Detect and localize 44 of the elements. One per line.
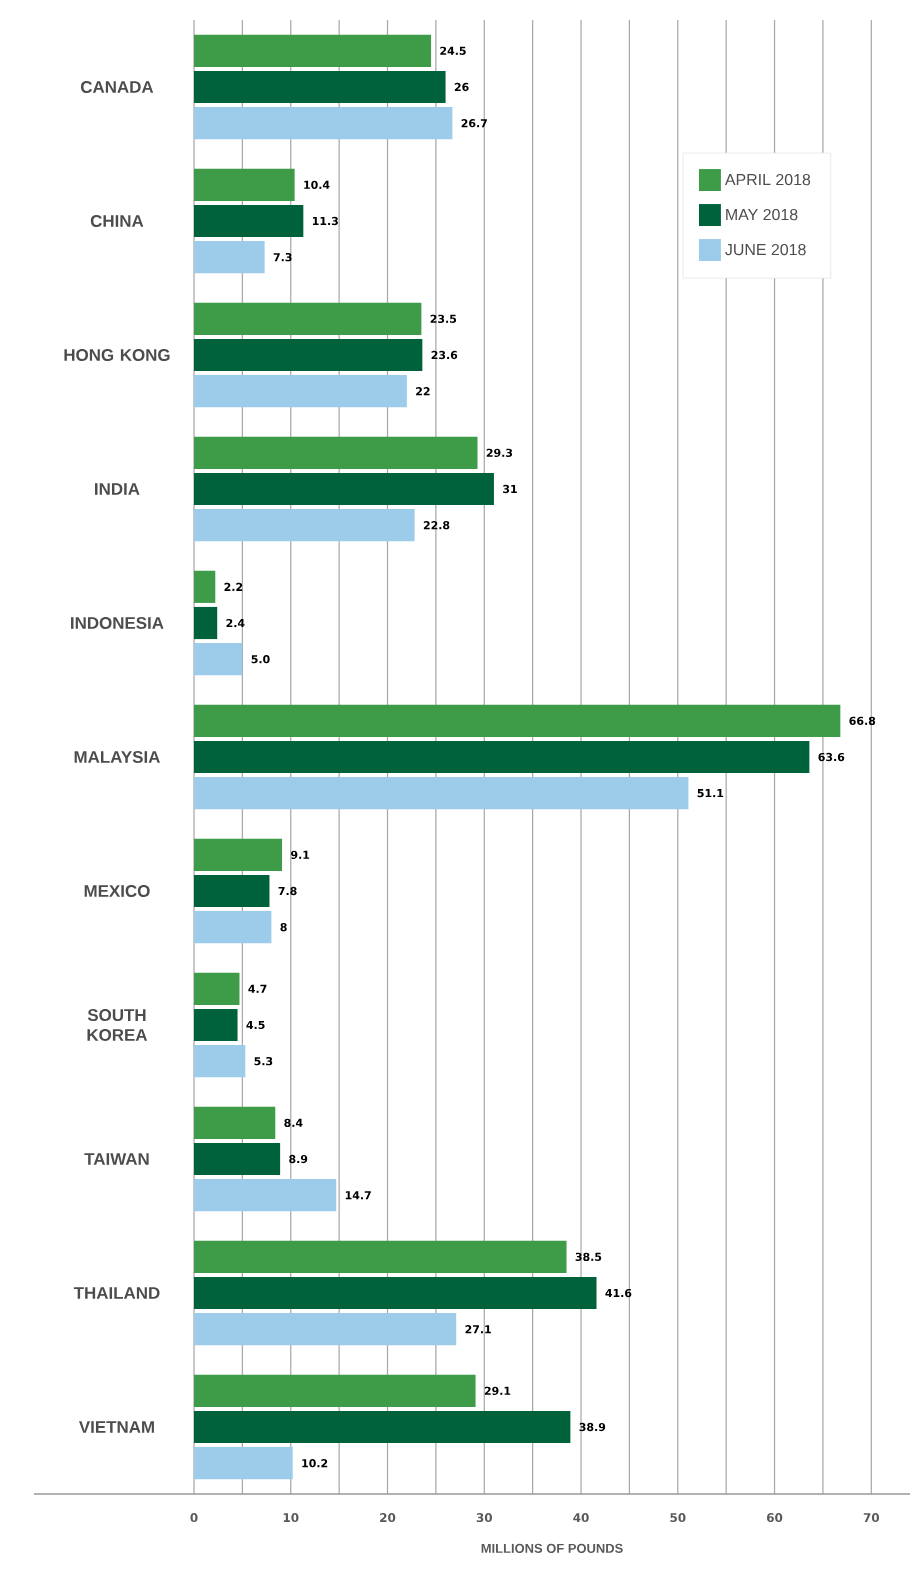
bar [194, 704, 841, 737]
y-tick-label: SOUTH KOREA [87, 1009, 148, 1041]
bar [194, 606, 218, 640]
y-tick-label: CANADA [80, 81, 154, 93]
bar [194, 838, 283, 871]
y-tick-label: TAIWAN [84, 1153, 149, 1165]
bar [194, 107, 453, 140]
bar [194, 1447, 293, 1480]
bar [194, 1008, 238, 1042]
y-tick-label: HONG KONG [64, 349, 170, 361]
bar [194, 34, 432, 67]
bar [194, 436, 478, 469]
bar [194, 70, 446, 104]
y-tick-label: VIETNAM [78, 1421, 154, 1433]
bar [194, 972, 240, 1005]
bar [194, 338, 423, 372]
bar [194, 204, 304, 238]
bar [194, 509, 415, 542]
bar [194, 911, 272, 944]
bar [194, 472, 494, 506]
y-tick-label: CHINA [90, 215, 144, 227]
bar [194, 375, 407, 408]
bar [194, 168, 295, 201]
bar [194, 777, 689, 810]
bar [194, 1142, 281, 1176]
y-tick-label: INDIA [95, 483, 140, 495]
bar [194, 1374, 476, 1407]
bar [194, 643, 243, 676]
y-tick-label: MEXICO [84, 885, 150, 897]
y-tick-label: INDONESIA [71, 617, 164, 629]
bar [194, 1276, 597, 1310]
bar [194, 302, 422, 335]
bar [194, 1106, 276, 1139]
bar [194, 874, 270, 908]
bar [194, 1410, 571, 1444]
y-tick-label: THAILAND [73, 1287, 160, 1299]
bar [194, 570, 216, 603]
bar [194, 241, 265, 274]
bar [194, 740, 810, 774]
bar [194, 1045, 246, 1078]
bar [194, 1179, 337, 1212]
y-tick-label: MALAYSIA [74, 751, 160, 763]
bar [194, 1313, 457, 1346]
bar [194, 1240, 567, 1273]
